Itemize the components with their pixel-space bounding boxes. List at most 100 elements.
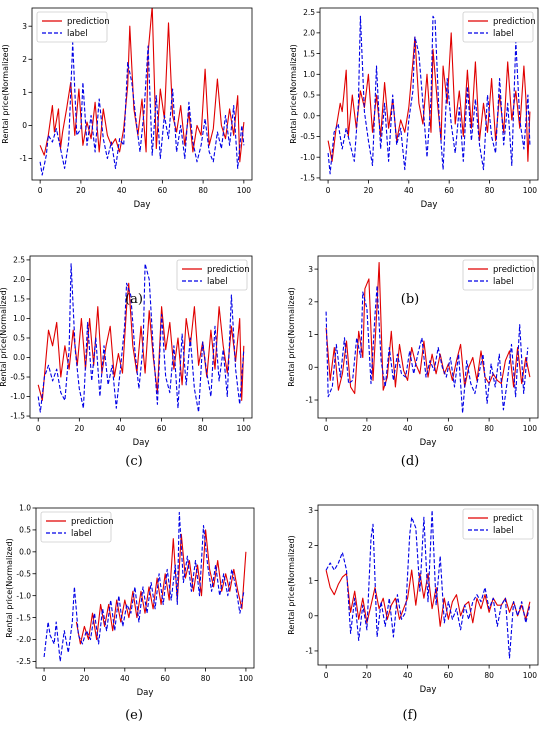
x-tick-label: 40 xyxy=(117,186,127,195)
chart-c: 0 20 40 60 80 100 -1.5 -1.0 -0.5 0.0 0.5 1.0 1.5 2.0 2… xyxy=(0,255,253,448)
y-tick-label: 1.5 xyxy=(13,295,25,304)
y-axis-label: Rental price(Normalized) xyxy=(5,538,14,638)
legend: prediction label xyxy=(176,259,250,291)
y-axis-label: Rental price(Normalized) xyxy=(289,44,298,144)
legend-box xyxy=(40,511,112,543)
series-line-prediction xyxy=(39,8,245,163)
x-tick-label: 20 xyxy=(362,671,372,680)
plot-frame xyxy=(35,507,255,669)
x-tick-label: 60 xyxy=(444,186,454,195)
y-tick-label: 2.5 xyxy=(13,256,25,265)
y-tick-label: 0.0 xyxy=(19,548,31,557)
x-axis-label: Day xyxy=(134,200,151,210)
legend: prediction label xyxy=(36,11,110,43)
x-tick-label: 20 xyxy=(80,674,90,683)
y-tick-label: 3 xyxy=(308,265,313,274)
chart-d: 0 20 40 60 80 100 -1 0 1 2 3 Day Rental price(Normal… xyxy=(287,255,539,448)
x-tick-label: 0 xyxy=(36,424,41,433)
x-tick-label: 0 xyxy=(324,424,329,433)
x-tick-label: 80 xyxy=(484,671,494,680)
chart-a: 0 20 40 60 80 100 -1 0 1 2 3 Day Rental price(Normal… xyxy=(1,7,253,210)
y-axis-label: Rental price(Normalized) xyxy=(287,535,296,635)
series-line-prediction xyxy=(75,529,247,645)
y-tick-label: 2.5 xyxy=(303,8,315,17)
x-tick-label: 40 xyxy=(120,674,130,683)
panel-label-a: (a) xyxy=(125,292,143,307)
x-tick-label: 100 xyxy=(523,671,538,680)
legend-entry-label: label xyxy=(493,526,514,536)
x-tick-label: 100 xyxy=(239,674,254,683)
x-tick-label: 100 xyxy=(237,424,252,433)
x-axis-label: Day xyxy=(137,688,154,698)
legend: prediction label xyxy=(462,11,536,43)
x-tick-label: 80 xyxy=(198,186,208,195)
series-line-label xyxy=(327,15,531,175)
y-tick-label: -1.5 xyxy=(300,174,315,183)
x-tick-label: 20 xyxy=(76,186,86,195)
legend-entry-prediction: prediction xyxy=(71,517,114,527)
plot-frame xyxy=(29,255,253,419)
y-tick-label: 0 xyxy=(22,121,27,130)
y-tick-label: -0.5 xyxy=(16,569,31,578)
y-tick-label: 1 xyxy=(22,88,27,97)
y-tick-label: 2 xyxy=(22,55,27,64)
panel-label-f: (f) xyxy=(402,708,418,723)
series-line-label xyxy=(325,284,529,414)
y-tick-label: -1 xyxy=(306,647,314,656)
x-tick-label: 80 xyxy=(198,424,208,433)
x-tick-label: 60 xyxy=(157,424,167,433)
series-line-label xyxy=(37,263,245,413)
y-tick-label: 0.0 xyxy=(303,111,315,120)
x-tick-label: 0 xyxy=(326,186,331,195)
legend-box xyxy=(36,11,108,43)
y-tick-label: -2.0 xyxy=(16,635,31,644)
series-line-label xyxy=(43,511,245,662)
y-tick-label: -1 xyxy=(20,154,28,163)
legend-entry-label: label xyxy=(71,529,92,539)
legend-entry-prediction: prediction xyxy=(67,17,110,27)
plot-frame xyxy=(319,7,539,181)
y-tick-label: 0.5 xyxy=(19,526,31,535)
x-tick-label: 20 xyxy=(362,424,372,433)
legend-entry-label: label xyxy=(67,29,88,39)
y-axis-label: Rental price(Normalized) xyxy=(1,44,10,144)
x-axis-label: Day xyxy=(421,200,438,210)
legend: predict label xyxy=(462,508,534,540)
x-tick-label: 80 xyxy=(485,186,495,195)
x-tick-label: 60 xyxy=(444,671,454,680)
legend: prediction label xyxy=(40,511,114,543)
y-tick-label: -0.5 xyxy=(10,373,25,382)
y-tick-label: 0.5 xyxy=(303,91,315,100)
x-tick-label: 100 xyxy=(237,186,252,195)
y-tick-label: 2 xyxy=(308,541,313,550)
x-tick-label: 40 xyxy=(403,671,413,680)
y-tick-label: 2 xyxy=(308,298,313,307)
x-axis-label: Day xyxy=(420,685,437,695)
y-tick-label: -1.5 xyxy=(16,613,31,622)
y-axis-label: Rental price(Normalized) xyxy=(287,287,296,387)
y-tick-label: 2.0 xyxy=(303,29,315,38)
legend-entry-label: label xyxy=(493,29,514,39)
x-tick-label: 60 xyxy=(160,674,170,683)
x-tick-label: 20 xyxy=(364,186,374,195)
y-tick-label: 1.0 xyxy=(303,70,315,79)
panel-label-b: (b) xyxy=(400,292,420,307)
y-tick-label: -1.0 xyxy=(16,591,31,600)
y-tick-label: 1.0 xyxy=(13,314,25,323)
legend-entry-prediction: prediction xyxy=(207,265,250,275)
series-line-prediction xyxy=(37,282,245,401)
series-line-predict xyxy=(325,569,531,627)
x-tick-label: 60 xyxy=(444,424,454,433)
legend-entry-label: label xyxy=(493,277,514,287)
x-tick-label: 40 xyxy=(116,424,126,433)
y-tick-label: -0.5 xyxy=(300,132,315,141)
x-tick-label: 100 xyxy=(523,186,538,195)
y-axis-label: Rental price(Normalized) xyxy=(0,287,8,387)
x-tick-label: 40 xyxy=(404,186,414,195)
series-line-label xyxy=(325,509,531,659)
plot-frame xyxy=(317,255,539,419)
x-axis-label: Day xyxy=(133,438,150,448)
y-tick-label: 1 xyxy=(308,576,313,585)
y-tick-label: 0 xyxy=(308,611,313,620)
